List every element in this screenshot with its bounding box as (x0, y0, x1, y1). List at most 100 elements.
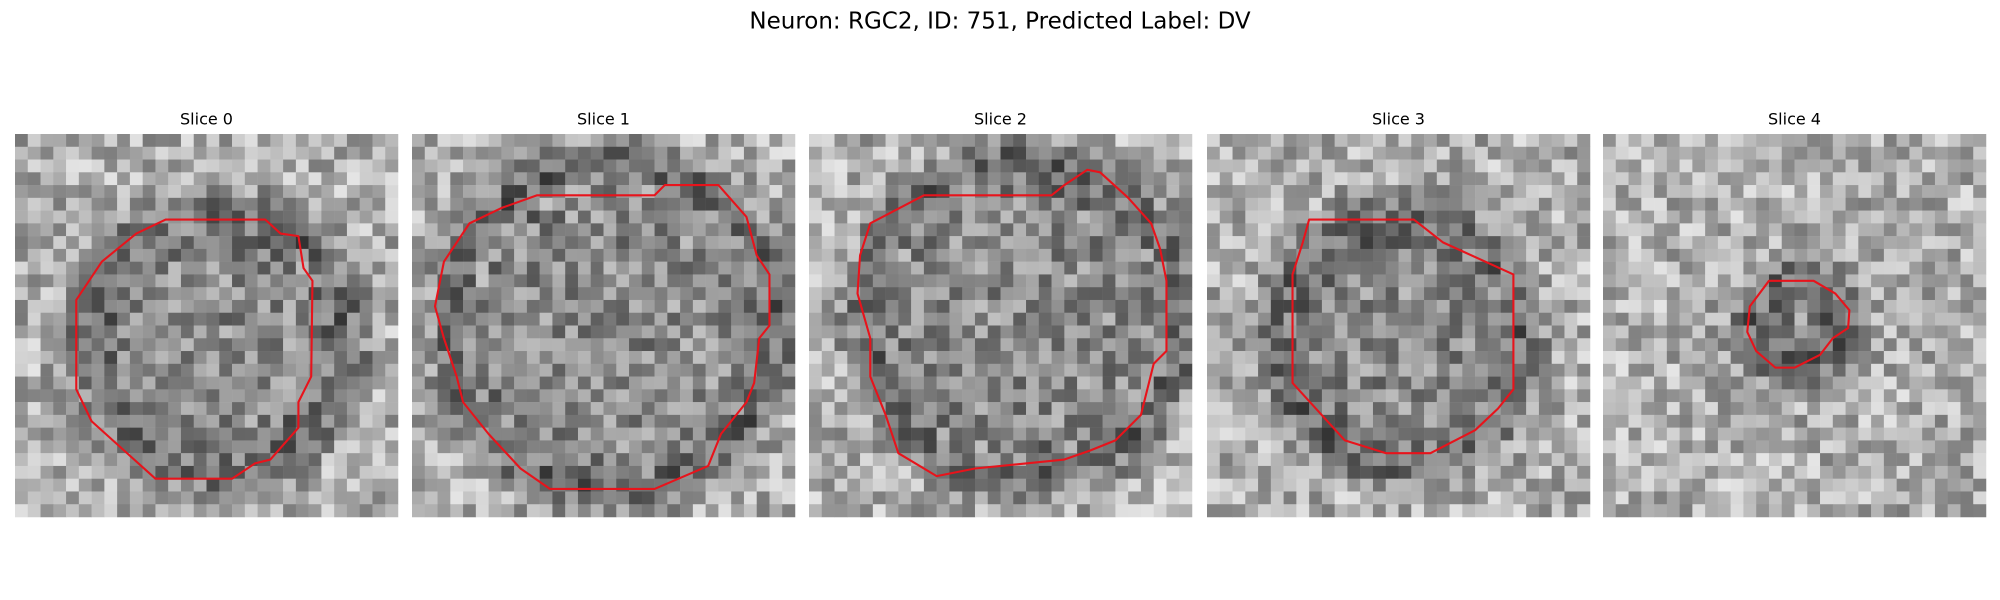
slice-image (1207, 134, 1591, 518)
pixel (1654, 376, 1668, 390)
pixel (193, 478, 207, 492)
pixel (257, 146, 271, 160)
pixel (705, 312, 719, 326)
pixel (1140, 491, 1154, 505)
pixel (1232, 197, 1246, 211)
pixel (1245, 427, 1259, 441)
pixel (78, 414, 92, 428)
pixel (257, 376, 271, 390)
pixel (385, 338, 399, 352)
pixel (1883, 427, 1897, 441)
pixel (1705, 210, 1719, 224)
pixel (1934, 248, 1948, 262)
pixel (346, 299, 360, 313)
pixel (437, 248, 451, 262)
pixel (1973, 248, 1987, 262)
pixel (1896, 172, 1910, 186)
pixel (488, 197, 502, 211)
pixel (412, 376, 426, 390)
pixel (654, 363, 668, 377)
pixel (1641, 325, 1655, 339)
pixel (40, 134, 54, 148)
pixel (155, 402, 169, 416)
pixel (1960, 236, 1974, 250)
pixel (898, 185, 912, 199)
pixel (1883, 210, 1897, 224)
pixel (1743, 414, 1757, 428)
pixel (872, 146, 886, 160)
pixel (654, 223, 668, 237)
pixel (1128, 504, 1142, 518)
pixel (1934, 261, 1948, 275)
pixel (552, 402, 566, 416)
pixel (1922, 236, 1936, 250)
pixel (1781, 325, 1795, 339)
pixel (1245, 261, 1259, 275)
pixel (91, 402, 105, 416)
pixel (1064, 134, 1078, 148)
pixel (1845, 146, 1859, 160)
pixel (321, 325, 335, 339)
pixel (629, 491, 643, 505)
pixel (1832, 453, 1846, 467)
pixel (821, 376, 835, 390)
pixel (616, 376, 630, 390)
pixel (1513, 465, 1527, 479)
pixel (1858, 478, 1872, 492)
pixel (705, 376, 719, 390)
pixel (1922, 440, 1936, 454)
pixel (321, 427, 335, 441)
pixel (1424, 465, 1438, 479)
pixel (1564, 287, 1578, 301)
pixel (308, 491, 322, 505)
pixel (1475, 159, 1489, 173)
pixel (1398, 287, 1412, 301)
pixel (1051, 389, 1065, 403)
pixel (1615, 261, 1629, 275)
pixel (1283, 274, 1297, 288)
pixel (911, 402, 925, 416)
pixel (1013, 134, 1027, 148)
pixel (1232, 274, 1246, 288)
pixel (1089, 376, 1103, 390)
pixel (769, 491, 783, 505)
pixel (769, 159, 783, 173)
pixel (1166, 338, 1180, 352)
pixel (743, 146, 757, 160)
pixel (603, 299, 617, 313)
pixel (193, 197, 207, 211)
pixel (1679, 236, 1693, 250)
pixel (40, 402, 54, 416)
pixel (1628, 325, 1642, 339)
pixel (219, 376, 233, 390)
pixel (1756, 159, 1770, 173)
pixel (1064, 351, 1078, 365)
pixel (257, 287, 271, 301)
pixel (731, 427, 745, 441)
pixel (1385, 465, 1399, 479)
pixel (501, 287, 515, 301)
pixel (987, 299, 1001, 313)
pixel (1551, 376, 1565, 390)
pixel (1577, 236, 1591, 250)
pixel (1398, 172, 1412, 186)
pixel (1973, 223, 1987, 237)
pixel (232, 134, 246, 148)
pixel (539, 389, 553, 403)
pixel (168, 172, 182, 186)
pixel (475, 146, 489, 160)
pixel (1013, 338, 1027, 352)
pixel (705, 465, 719, 479)
pixel (1832, 299, 1846, 313)
pixel (475, 185, 489, 199)
pixel (680, 197, 694, 211)
pixel (1641, 197, 1655, 211)
pixel (1730, 236, 1744, 250)
pixel (1692, 427, 1706, 441)
pixel (257, 389, 271, 403)
pixel (1768, 325, 1782, 339)
pixel (769, 363, 783, 377)
pixel (1794, 440, 1808, 454)
pixel (437, 427, 451, 441)
pixel (450, 440, 464, 454)
